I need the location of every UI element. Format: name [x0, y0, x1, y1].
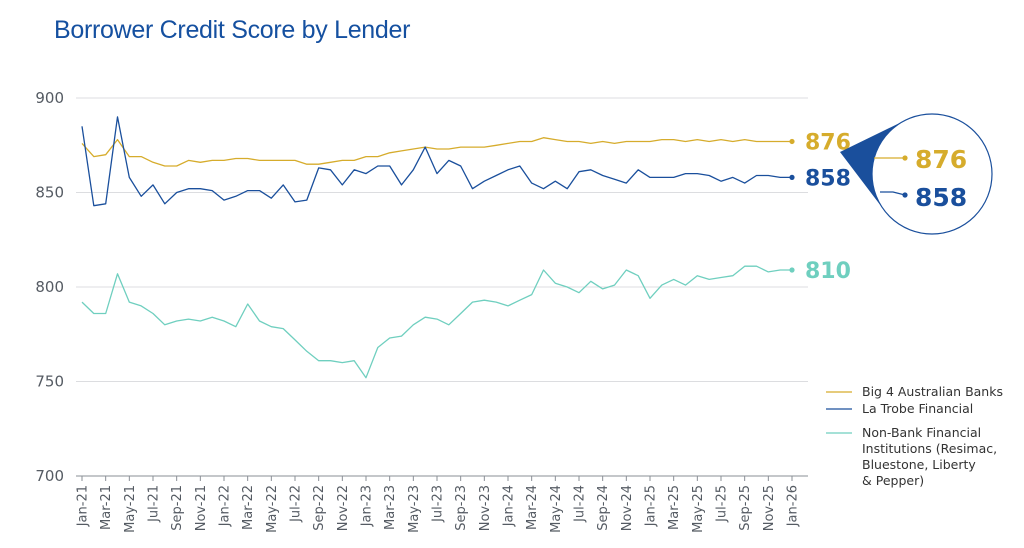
x-tick-label: May-24 — [549, 485, 564, 533]
legend-label-big4: Big 4 Australian Banks — [862, 384, 1003, 399]
callout-label-big4: 876 — [915, 145, 967, 174]
callout-label-latrobe: 858 — [915, 183, 967, 212]
callout-point-big4 — [902, 155, 908, 161]
x-tick-label: Jul-22 — [289, 485, 304, 523]
legend-label-latrobe: La Trobe Financial — [862, 401, 973, 416]
x-tick-label: Nov-23 — [478, 485, 493, 531]
x-tick-label: Sep-25 — [738, 485, 753, 531]
end-point-latrobe — [789, 174, 795, 180]
x-tick-label: Jan-22 — [218, 485, 233, 527]
legend: Big 4 Australian Banks La Trobe Financial… — [826, 384, 1003, 488]
x-tick-label: Nov-24 — [620, 485, 635, 531]
x-tick-label: May-22 — [265, 485, 280, 533]
x-tick-label: Sep-24 — [596, 485, 611, 531]
x-tick-label: Mar-22 — [241, 485, 256, 530]
y-tick-label: 750 — [35, 373, 64, 391]
x-tick-label: Jul-24 — [573, 485, 588, 523]
legend-label-nonbank: Bluestone, Liberty — [862, 457, 976, 472]
x-tick-label: Nov-25 — [762, 485, 777, 531]
x-tick-label: Jul-25 — [715, 485, 730, 523]
x-tick-label: Jan-23 — [360, 485, 375, 527]
x-tick-label: Mar-21 — [99, 485, 114, 530]
x-tick-label: May-23 — [407, 485, 422, 533]
grid-lines — [76, 97, 808, 382]
series-lines — [81, 116, 795, 379]
x-tick-label: Mar-24 — [525, 485, 540, 530]
x-tick-label: Jul-21 — [147, 485, 162, 523]
x-tick-label: Jan-24 — [502, 485, 517, 527]
x-tick-label: Jan-21 — [76, 485, 91, 527]
end-point-nonbank — [789, 267, 795, 273]
callout-line-latrobe — [880, 191, 906, 196]
x-tick-label: Jan-25 — [644, 485, 659, 527]
x-tick-label: Sep-22 — [312, 485, 327, 531]
x-tick-label: Jul-23 — [431, 485, 446, 523]
x-tick-label: Nov-21 — [194, 485, 209, 531]
legend-label-nonbank: Institutions (Resimac, — [862, 441, 997, 456]
legend-label-nonbank: & Pepper) — [862, 473, 924, 488]
callout-circle — [871, 113, 993, 235]
callout-pointer — [840, 120, 906, 211]
x-tick-label: Mar-25 — [667, 485, 682, 530]
chart-title: Borrower Credit Score by Lender — [54, 16, 411, 44]
x-tick-label: May-21 — [123, 485, 138, 533]
end-label-nonbank: 810 — [805, 259, 851, 284]
y-tick-label: 850 — [35, 184, 64, 202]
series-line-nonbank — [81, 265, 792, 379]
x-tick-label: Jan-26 — [786, 485, 801, 527]
x-tick-label: Nov-22 — [336, 485, 351, 531]
series-line-latrobe — [81, 116, 792, 207]
y-axis: 700 750 800 850 900 — [35, 89, 64, 485]
x-tick-label: Sep-23 — [454, 485, 469, 531]
callout-point-latrobe — [902, 192, 908, 198]
x-tick-label: Mar-23 — [383, 485, 398, 530]
y-tick-label: 700 — [35, 467, 64, 485]
series-line-big4 — [81, 137, 792, 167]
end-point-big4 — [789, 138, 795, 145]
end-label-latrobe: 858 — [805, 166, 851, 191]
x-tick-label: May-25 — [691, 485, 706, 533]
y-tick-label: 900 — [35, 89, 64, 107]
y-tick-label: 800 — [35, 278, 64, 296]
x-tick-label: Sep-21 — [170, 485, 185, 531]
x-axis: Jan-21 Mar-21 May-21 Jul-21 Sep-21 Nov-21 Jan-… — [76, 475, 808, 533]
legend-label-nonbank: Non-Bank Financial — [862, 425, 981, 440]
